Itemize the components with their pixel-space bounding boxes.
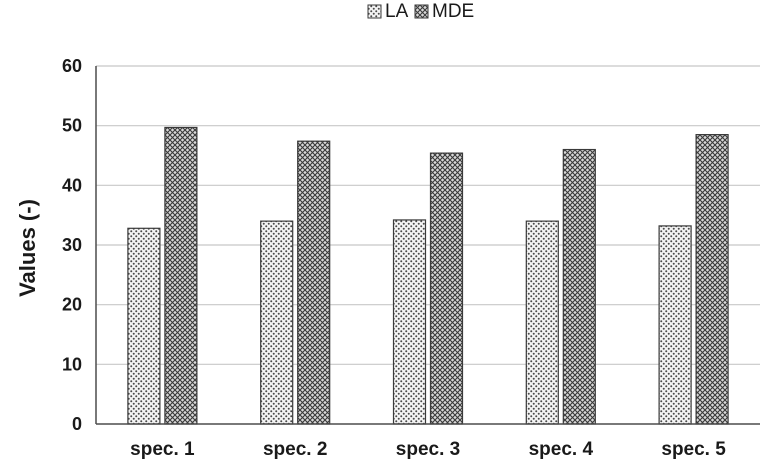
y-tick-labels: 0 10 20 30 40 50 60 xyxy=(62,56,82,434)
bar-mde-3 xyxy=(429,152,464,425)
legend-swatch-la xyxy=(367,4,382,19)
legend-label-la: LA xyxy=(385,1,409,22)
y-axis-title: Values (-) xyxy=(15,199,40,297)
x-category-labels: spec. 1 spec. 2 spec. 3 spec. 4 spec. 5 xyxy=(130,439,726,460)
y-tick-label: 10 xyxy=(62,354,82,374)
x-category-label: spec. 1 xyxy=(130,439,195,460)
bar-mde-2 xyxy=(297,140,331,425)
y-tick-label: 0 xyxy=(72,414,82,434)
legend-swatch-mde xyxy=(414,4,429,19)
x-category-label: spec. 3 xyxy=(396,439,460,460)
y-tick-label: 30 xyxy=(62,235,82,255)
x-category-label: spec. 4 xyxy=(529,439,594,460)
gridlines xyxy=(96,65,760,365)
y-tick-label: 60 xyxy=(62,56,82,76)
bar-la-1 xyxy=(127,227,161,425)
bars xyxy=(127,126,729,425)
bar-mde-4 xyxy=(562,148,596,425)
bar-la-2 xyxy=(260,220,294,425)
bar-la-4 xyxy=(525,220,559,425)
bar-mde-1 xyxy=(164,126,198,425)
y-tick-label: 40 xyxy=(62,175,82,195)
axes xyxy=(95,66,760,425)
legend: LA MDE xyxy=(367,1,474,22)
y-tick-label: 50 xyxy=(62,116,82,136)
bar-la-3 xyxy=(392,219,427,425)
x-category-label: spec. 2 xyxy=(263,439,327,460)
bar-la-5 xyxy=(658,225,692,425)
legend-label-mde: MDE xyxy=(432,1,474,22)
x-category-label: spec. 5 xyxy=(661,439,726,460)
bar-mde-5 xyxy=(695,134,729,425)
y-tick-label: 20 xyxy=(62,295,82,315)
